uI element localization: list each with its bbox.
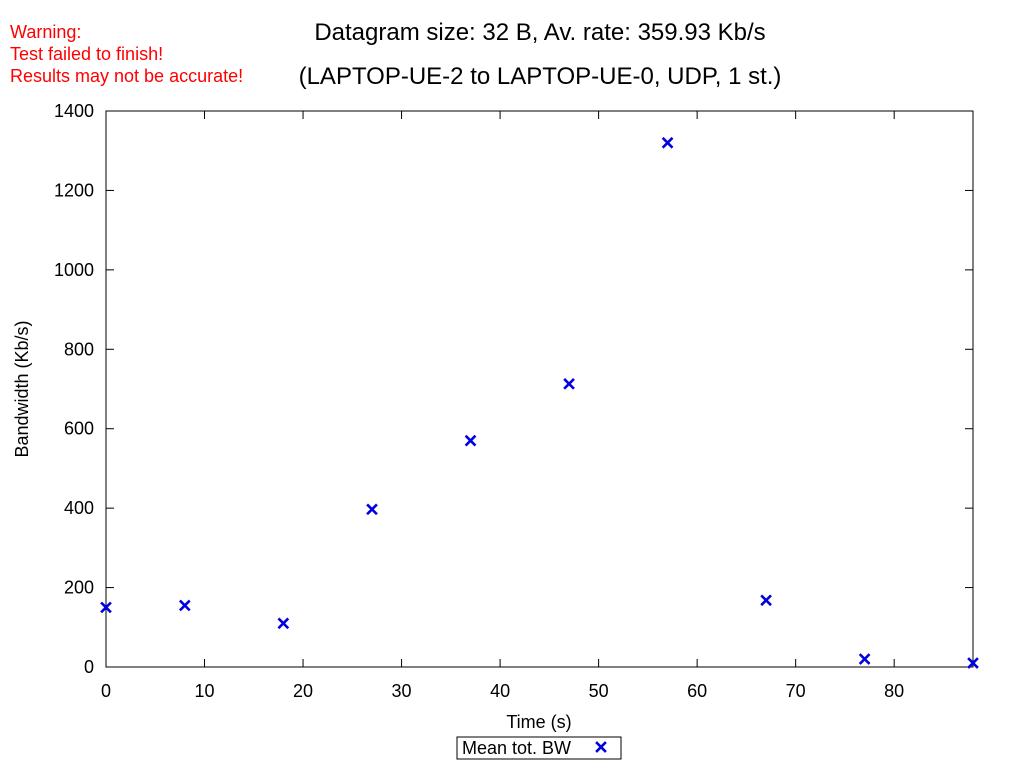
warning-text: Warning: Test failed to finish! Results … — [10, 22, 243, 86]
marker-stroke — [464, 434, 477, 447]
y-tick-label: 600 — [64, 419, 94, 439]
data-point — [366, 503, 378, 516]
legend: Mean tot. BW — [456, 736, 622, 760]
y-tick-label: 200 — [64, 578, 94, 598]
y-tick-label: 800 — [64, 339, 94, 359]
marker-stroke — [661, 136, 674, 149]
legend-marker — [595, 741, 607, 753]
warning-line: Warning: — [10, 22, 81, 42]
marker-stroke — [595, 741, 607, 753]
x-tick-label: 0 — [101, 681, 111, 701]
x-tick-label: 60 — [687, 681, 707, 701]
data-point — [760, 594, 772, 607]
y-tick-label: 400 — [64, 498, 94, 518]
data-point — [178, 599, 191, 612]
legend-box — [456, 736, 622, 760]
data-point — [661, 136, 674, 149]
x-tick-label: 80 — [884, 681, 904, 701]
marker-stroke — [100, 601, 112, 614]
x-tick-label: 20 — [293, 681, 313, 701]
legend-label: Mean tot. BW — [462, 738, 571, 758]
x-tick-label: 30 — [392, 681, 412, 701]
y-axis: 0 200 400 600 800 1000 1200 1400 — [54, 101, 973, 677]
x-tick-label: 70 — [786, 681, 806, 701]
plot-frame — [105, 110, 974, 668]
chart-subtitle: (LAPTOP-UE-2 to LAPTOP-UE-0, UDP, 1 st.) — [299, 63, 782, 90]
marker-stroke — [277, 617, 290, 630]
data-point — [277, 617, 290, 630]
x-tick-label: 50 — [589, 681, 609, 701]
data-point — [858, 653, 871, 665]
x-tick-label: 10 — [195, 681, 215, 701]
data-points — [100, 136, 979, 669]
data-point — [100, 601, 112, 614]
y-tick-label: 1000 — [54, 260, 94, 280]
x-tick-label: 40 — [490, 681, 510, 701]
data-point — [967, 657, 979, 669]
warning-line: Test failed to finish! — [10, 44, 163, 64]
y-tick-label: 1400 — [54, 101, 94, 121]
marker-stroke — [967, 657, 979, 669]
marker-stroke — [858, 653, 871, 665]
data-point — [563, 377, 575, 390]
y-tick-label: 0 — [84, 657, 94, 677]
legend-marker-x — [595, 741, 607, 753]
y-axis-label: Bandwidth (Kb/s) — [12, 320, 32, 457]
marker-stroke — [760, 594, 772, 607]
warning-line: Results may not be accurate! — [10, 66, 243, 86]
data-point — [464, 434, 477, 447]
marker-stroke — [366, 503, 378, 516]
marker-stroke — [178, 599, 191, 612]
marker-stroke — [563, 377, 575, 390]
y-tick-label: 1200 — [54, 180, 94, 200]
x-axis-label: Time (s) — [506, 712, 571, 732]
x-axis: 0 10 20 30 40 50 60 70 80 — [101, 111, 904, 701]
chart-title: Datagram size: 32 B, Av. rate: 359.93 Kb… — [314, 19, 765, 46]
